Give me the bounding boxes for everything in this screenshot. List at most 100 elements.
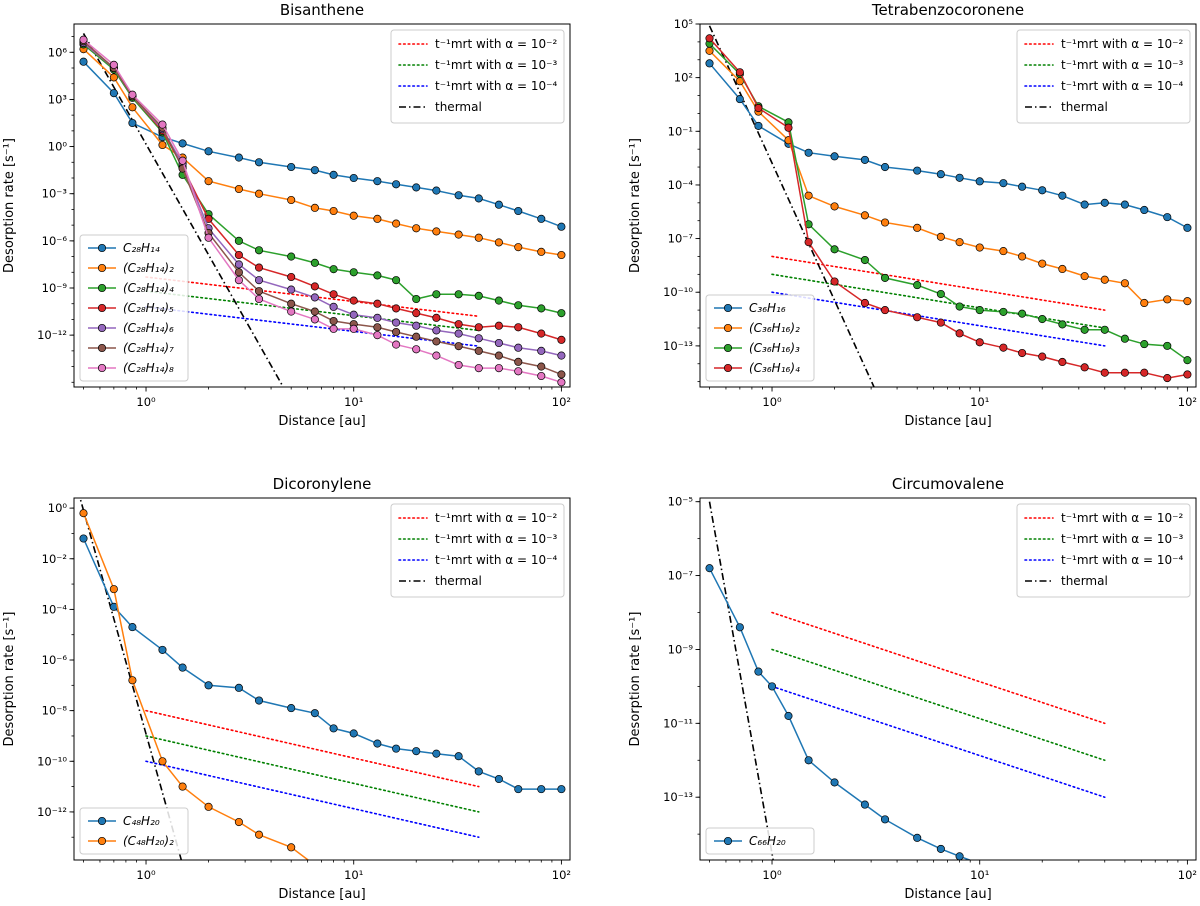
data-point <box>494 200 503 209</box>
thermal-line <box>708 501 774 860</box>
legend-label-c-h-2: (C₃₆H₁₆)₃ <box>749 341 800 355</box>
legend-box <box>705 294 815 382</box>
data-point <box>178 156 187 165</box>
legend-label-a4: t⁻¹mrt with α = 10⁻⁴ <box>1061 79 1183 93</box>
series-line-1 <box>708 50 1188 304</box>
y-tick-label: 10⁻⁷ <box>668 232 694 246</box>
data-point <box>412 345 421 354</box>
data-point <box>1018 182 1027 191</box>
legend-marker <box>97 816 107 826</box>
data-point <box>537 304 546 313</box>
data-point <box>784 711 793 720</box>
data-point <box>975 243 984 252</box>
data-point <box>204 233 213 242</box>
y-tick-label: 10⁰ <box>48 140 68 154</box>
y-tick-label: 10⁻³ <box>42 187 68 201</box>
legend-reference: t⁻¹mrt with α = 10⁻² t⁻¹mrt with α = 10⁻³… <box>1016 29 1191 124</box>
legend-label-a3: t⁻¹mrt with α = 10⁻³ <box>1061 58 1183 72</box>
legend-series: C₃₆H₁₆ (C₃₆H₁₆)₂ (C₃₆H₁₆)₃ (C₃₆H₁₆)₄ <box>705 294 815 382</box>
legend-label-c-h-0: C₆₆H₂₀ <box>749 834 786 848</box>
data-point <box>1100 368 1109 377</box>
data-point <box>158 645 167 654</box>
data-point <box>1058 191 1067 200</box>
data-point <box>1038 352 1047 361</box>
data-point <box>537 247 546 256</box>
data-point <box>1038 259 1047 268</box>
data-point <box>474 334 483 343</box>
series-line-0 <box>82 538 562 790</box>
panel-bisanthene: Bisanthene Distance [au] Desorption rate [… <box>2 1 571 429</box>
data-point <box>158 140 167 150</box>
data-point <box>254 158 264 167</box>
data-point <box>454 360 463 370</box>
y-tick-label: 10⁻¹³ <box>663 339 693 353</box>
legend-label-a2: t⁻¹mrt with α = 10⁻² <box>435 37 557 51</box>
panel-circumovalene: Circumovalene Distance [au] Desorption rat… <box>628 475 1197 902</box>
legend-marker <box>97 263 107 273</box>
data-point <box>537 371 546 381</box>
legend-marker <box>723 303 733 313</box>
data-point <box>254 830 264 839</box>
axes-frame <box>699 23 1197 388</box>
data-point <box>128 118 137 128</box>
data-point <box>432 290 441 299</box>
data-point <box>79 534 88 543</box>
data-point <box>310 315 319 324</box>
legend-box <box>390 29 565 124</box>
legend-marker <box>97 343 107 353</box>
data-point <box>1058 320 1067 329</box>
legend-label-a2: t⁻¹mrt with α = 10⁻² <box>1061 511 1183 525</box>
data-point <box>514 206 523 216</box>
y-tick-label: 10⁻⁷ <box>668 569 694 583</box>
y-tick-label: 10⁻⁹ <box>42 281 68 295</box>
data-point <box>880 306 890 315</box>
data-point <box>830 245 839 254</box>
legend-label-a4: t⁻¹mrt with α = 10⁻⁴ <box>1061 553 1183 567</box>
y-tick-label: 10⁻¹¹ <box>663 716 693 730</box>
data-point <box>804 148 813 157</box>
thermal-line <box>82 33 285 387</box>
axes-frame <box>73 23 571 388</box>
legend-series: C₂₈H₁₄ (C₂₈H₁₄)₂ (C₂₈H₁₄)₄ (C₂₈H₁₄)₅ (C₂₈H₁₄… <box>79 234 189 382</box>
data-point <box>913 166 922 175</box>
data-point <box>310 709 319 718</box>
data-point <box>287 285 296 294</box>
data-point <box>474 323 483 332</box>
ref-line-alpha-a3 <box>771 273 1106 329</box>
data-point <box>158 120 167 129</box>
legend-label-a3: t⁻¹mrt with α = 10⁻³ <box>435 532 557 546</box>
data-point <box>234 268 243 277</box>
legend-label-c-h-1: (C₂₈H₁₄)₂ <box>123 261 174 275</box>
data-point <box>204 147 213 156</box>
data-point <box>537 214 546 223</box>
x-tick-label: 10² <box>552 868 571 882</box>
data-point <box>557 309 566 318</box>
data-point <box>254 696 264 705</box>
data-point <box>158 757 167 766</box>
x-tick-label: 10⁰ <box>136 868 156 882</box>
data-point <box>1018 252 1027 261</box>
y-tick-label: 10⁵ <box>674 17 694 31</box>
data-point <box>329 324 338 333</box>
legend-reference: t⁻¹mrt with α = 10⁻² t⁻¹mrt with α = 10⁻³… <box>1016 503 1191 598</box>
data-point <box>1163 341 1172 350</box>
data-point <box>392 276 401 285</box>
axes-frame <box>73 497 571 861</box>
data-point <box>349 211 358 220</box>
y-tick-label: 10⁻¹² <box>37 805 67 819</box>
y-tick-label: 10⁻¹² <box>37 328 67 342</box>
data-point <box>1100 325 1109 334</box>
data-point <box>1080 272 1089 281</box>
x-tick-label: 10¹ <box>970 395 989 409</box>
data-point <box>329 170 338 179</box>
data-point <box>1183 223 1192 232</box>
data-point <box>860 211 869 220</box>
data-point <box>494 351 503 360</box>
legend-label-c-h-1: (C₃₆H₁₆)₂ <box>749 321 800 335</box>
ref-line-alpha-a4 <box>145 760 480 839</box>
data-point <box>329 316 338 326</box>
y-axis-label: Desorption rate [s⁻¹] <box>628 138 643 273</box>
data-point <box>109 585 118 594</box>
data-point <box>329 265 338 274</box>
ref-line-alpha-a2 <box>771 255 1106 311</box>
